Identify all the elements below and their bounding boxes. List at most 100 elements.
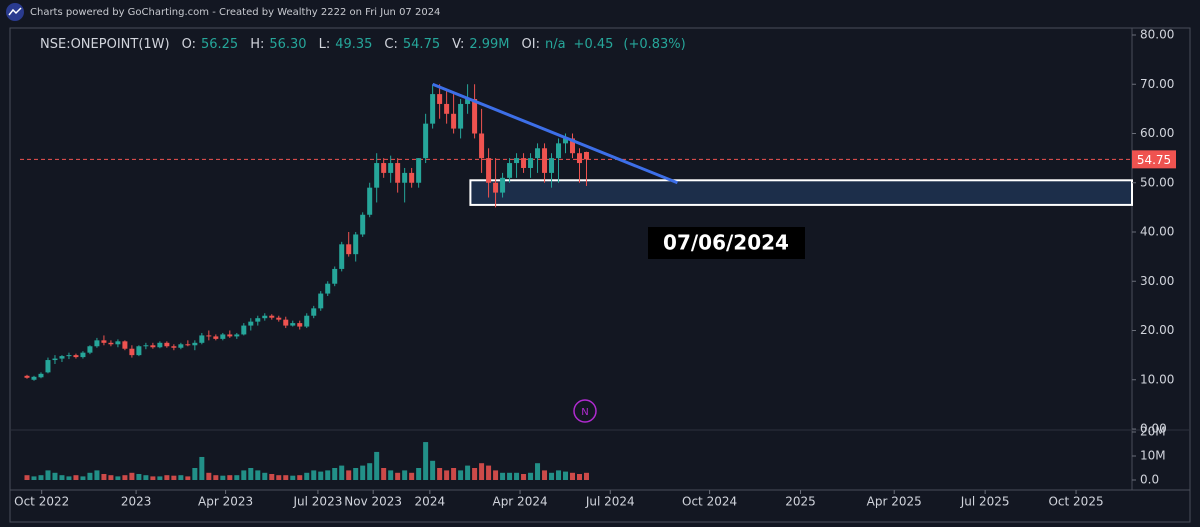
candle-body	[276, 317, 282, 320]
volume-bar	[213, 475, 219, 480]
volume-y-tick-label: 20M	[1140, 425, 1166, 439]
volume-bar	[73, 475, 79, 480]
candle-body	[73, 355, 79, 358]
news-icon[interactable]	[573, 399, 597, 423]
candle-body	[353, 234, 359, 255]
volume-bar	[108, 475, 114, 480]
x-tick-label: Nov 2023	[344, 495, 402, 509]
candle-body	[185, 344, 191, 346]
volume-bar	[360, 465, 366, 480]
candle-body	[402, 172, 408, 183]
logo-mark	[8, 7, 22, 16]
candle-body	[542, 148, 548, 173]
volume-bar	[339, 465, 345, 480]
candle-body	[66, 355, 72, 357]
annotation: 07/06/2024	[663, 231, 789, 255]
y-tick-label: 60.00	[1140, 126, 1174, 140]
volume-bar	[45, 470, 51, 480]
x-tick-label: Oct 2024	[682, 495, 737, 509]
ohlc-legend: NSE:ONEPOINT(1W) O: 56.25 H: 56.30 L: 49.35 C: 5…	[40, 37, 686, 52]
volume-bar	[220, 475, 226, 480]
candle-body	[360, 214, 366, 235]
volume-bar	[507, 472, 513, 480]
news-icon-letter: N	[581, 407, 588, 418]
candle-body	[101, 340, 107, 343]
volume-bar	[157, 476, 163, 480]
candle-body	[549, 158, 555, 173]
volume-bar	[583, 472, 589, 480]
volume-bar	[437, 468, 443, 480]
candle-body	[241, 325, 247, 335]
candle-body	[374, 163, 380, 188]
volume-bar	[549, 472, 555, 480]
volume-bar	[402, 470, 408, 480]
volume-bar	[94, 470, 100, 480]
candle-body	[129, 348, 135, 356]
candle-body	[94, 340, 100, 347]
candle-body	[500, 177, 506, 193]
volume-bar	[185, 476, 191, 480]
y-tick-label: 50.00	[1140, 175, 1174, 189]
candle-body	[465, 99, 471, 104]
candle-body	[143, 345, 149, 347]
candle-body	[59, 356, 65, 359]
candle-body	[122, 341, 128, 349]
candle-body	[80, 352, 86, 358]
volume-bar	[332, 468, 338, 480]
volume-bar	[290, 475, 296, 480]
volume-bar	[451, 468, 457, 480]
volume-bar	[227, 475, 233, 480]
candle-body	[269, 315, 275, 318]
volume-bar	[325, 470, 331, 480]
volume-bar	[346, 470, 352, 480]
candle-body	[409, 172, 415, 183]
candle-body	[150, 345, 156, 348]
volume-bar	[542, 470, 548, 480]
x-tick-label: Apr 2023	[198, 495, 253, 509]
x-tick-label: Oct 2025	[1048, 495, 1103, 509]
candle-body	[458, 103, 464, 129]
volume-bar	[178, 475, 184, 480]
candle-body	[206, 335, 212, 337]
header-text: Charts powered by GoCharting.com - Creat…	[30, 7, 440, 18]
volume-bar	[80, 476, 86, 480]
candle-body	[367, 187, 373, 215]
volume-bar	[430, 460, 436, 480]
volume-bar	[52, 472, 58, 480]
volume-bar	[570, 472, 576, 480]
volume-bar	[304, 472, 310, 480]
y-tick-label: 0.00	[1140, 422, 1167, 436]
volume-bar	[269, 474, 275, 480]
legend-item: +0.45	[574, 37, 614, 52]
volume-bar	[101, 474, 107, 480]
volume-bar	[486, 465, 492, 480]
volume-bar	[388, 470, 394, 480]
candle-body	[171, 346, 177, 348]
candle-body	[87, 346, 93, 353]
volume-bar	[234, 475, 240, 480]
candle-body	[52, 358, 58, 361]
legend-item: O:	[182, 37, 196, 52]
volume-bar	[458, 470, 464, 480]
x-tick-label: Jul 2023	[293, 495, 343, 509]
frame	[9, 27, 1191, 523]
volume-y-tick-label: 10M	[1140, 449, 1166, 463]
y-tick-label: 20.00	[1140, 323, 1174, 337]
volume-bar	[423, 442, 429, 480]
x-tick-label: Jul 2025	[960, 495, 1010, 509]
legend-item: C:	[384, 37, 397, 52]
volume-bar	[318, 471, 324, 480]
legend-item: V:	[452, 37, 464, 52]
candle-body	[283, 319, 289, 326]
candle-body	[514, 158, 520, 164]
candle-body	[556, 143, 562, 159]
candle-body	[521, 158, 527, 168]
candle-body	[486, 158, 492, 183]
volume-bar	[576, 474, 582, 480]
volume-bar	[465, 465, 471, 480]
last-price-box	[1132, 150, 1176, 169]
volume-bar	[311, 470, 317, 480]
x-tick-label: Apr 2025	[867, 495, 922, 509]
